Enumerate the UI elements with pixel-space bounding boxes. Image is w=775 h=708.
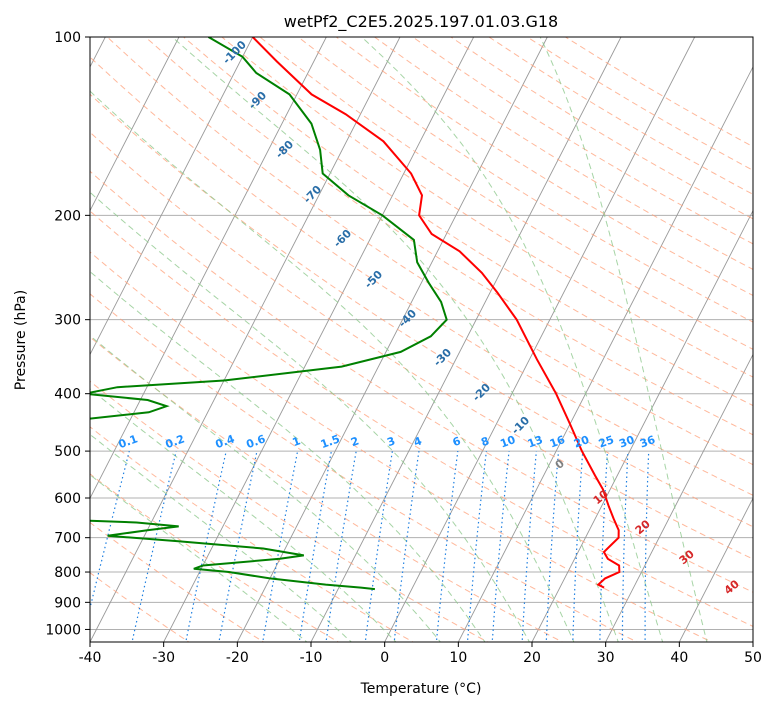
mixing-ratio-line — [545, 451, 560, 642]
dewpoint-line — [90, 37, 448, 591]
isotherm — [678, 497, 753, 642]
dry-adiabat — [259, 37, 753, 350]
plot-frame — [89, 36, 754, 643]
isotherm — [163, 37, 475, 642]
mixing-ratio-line — [435, 451, 459, 642]
y-tick-label: 700 — [54, 531, 81, 547]
moist-adiabat — [90, 433, 353, 642]
x-tick-label: 20 — [523, 650, 541, 666]
mixing-ratio-label: 3 — [385, 434, 397, 449]
x-axis-title: Temperature (°C) — [360, 681, 482, 697]
background-lines — [90, 37, 753, 642]
dry-adiabat — [90, 131, 753, 560]
y-tick-label: 200 — [54, 208, 81, 224]
dry-adiabat — [90, 572, 190, 642]
mixing-ratio-line — [466, 451, 487, 642]
dry-adiabat — [90, 56, 753, 496]
moist-adiabat — [90, 335, 442, 642]
dry-adiabat — [221, 37, 753, 378]
isotherm — [90, 37, 254, 356]
x-tick-label: 50 — [744, 650, 762, 666]
x-tick-label: -10 — [300, 650, 323, 666]
mixing-ratio-label: 2 — [349, 434, 361, 449]
axis-ticks: -40 -30 -20 -10 0 10 20 30 40 50 1000 900 800 700 600 5… — [45, 30, 762, 666]
mixing-ratio-label: 25 — [597, 433, 616, 450]
mixing-ratio-label: 1 — [291, 434, 303, 449]
x-tick-label: 40 — [670, 650, 688, 666]
mixing-ratio-label: 13 — [526, 433, 545, 450]
mixing-ratio-line — [521, 451, 537, 642]
y-tick-label: 100 — [54, 30, 81, 46]
mixing-ratio-label: 0.2 — [164, 432, 187, 451]
moist-adiabat — [360, 37, 664, 642]
y-tick-label: 400 — [54, 387, 81, 403]
dry-adiabat — [90, 170, 753, 593]
temperature-line — [251, 37, 621, 589]
dry-adiabat — [90, 426, 414, 642]
moist-adiabat — [90, 191, 530, 642]
chart-title: wetPf2_C2E5.2025.197.01.03.G18 — [284, 12, 558, 32]
moist-adiabat — [171, 37, 619, 642]
mixing-ratio-line — [621, 451, 629, 642]
isotherm — [90, 37, 180, 212]
mixing-ratio-line — [364, 451, 393, 642]
mixing-ratio-line — [393, 451, 420, 642]
moist-adiabat — [90, 388, 397, 642]
isotherm — [236, 37, 548, 642]
mixing-ratio-label: 4 — [412, 434, 424, 449]
x-tick-label: -30 — [152, 650, 175, 666]
x-tick-label: 30 — [597, 650, 615, 666]
mixing-ratio-line — [298, 450, 332, 642]
isotherm — [90, 37, 327, 500]
mixing-ratio-label: 6 — [451, 434, 463, 449]
x-tick-label: -40 — [79, 650, 102, 666]
isotherm — [310, 37, 622, 642]
mixing-ratio-label: 1.5 — [319, 432, 342, 451]
y-tick-label: 900 — [54, 595, 81, 611]
moist-adiabat — [539, 37, 708, 642]
x-tick-label: 10 — [449, 650, 467, 666]
isotherm — [457, 65, 753, 642]
mixing-ratio-line — [644, 451, 650, 642]
y-tick-label: 300 — [54, 313, 81, 329]
y-tick-label: 500 — [54, 444, 81, 460]
x-tick-label: -20 — [226, 650, 249, 666]
dry-adiabat — [145, 37, 753, 436]
isotherm — [605, 353, 753, 642]
moist-adiabat — [90, 90, 575, 642]
mixing-ratio-line — [572, 451, 584, 642]
isotherm — [90, 37, 401, 642]
mixing-ratio-line — [491, 451, 510, 642]
isotherm — [384, 37, 696, 642]
mixing-ratio-label: 36 — [638, 433, 657, 451]
moist-adiabat — [90, 270, 486, 642]
mixing-ratio-label: 20 — [572, 433, 591, 451]
dry-adiabat — [90, 473, 340, 642]
mixing-ratio-label: 16 — [548, 433, 567, 451]
dry-adiabat — [90, 293, 639, 642]
moist-adiabat — [90, 474, 308, 642]
y-tick-label: 600 — [54, 491, 81, 507]
y-tick-label: 800 — [54, 565, 81, 581]
profile-lines — [90, 37, 621, 591]
dry-adiabat — [90, 251, 713, 642]
y-axis-title: Pressure (hPa) — [13, 290, 29, 390]
dry-adiabat — [90, 93, 753, 528]
mixing-ratio-line — [325, 450, 357, 642]
mixing-ratio-label: 0.4 — [214, 432, 237, 451]
dry-adiabat — [90, 210, 753, 628]
mixing-ratio-label: 0.1 — [117, 432, 140, 451]
y-tick-label: 1000 — [45, 622, 81, 638]
dry-adiabat — [297, 37, 753, 323]
mixing-ratio-line — [90, 450, 130, 611]
x-tick-label: 0 — [380, 650, 389, 666]
mixing-ratio-label: 10 — [498, 433, 517, 451]
mixing-ratio-line — [131, 450, 177, 642]
mixing-ratio-label: 8 — [479, 434, 491, 449]
mixing-ratio-label: 0.6 — [244, 432, 267, 451]
mixing-ratio-label: 30 — [617, 433, 636, 451]
